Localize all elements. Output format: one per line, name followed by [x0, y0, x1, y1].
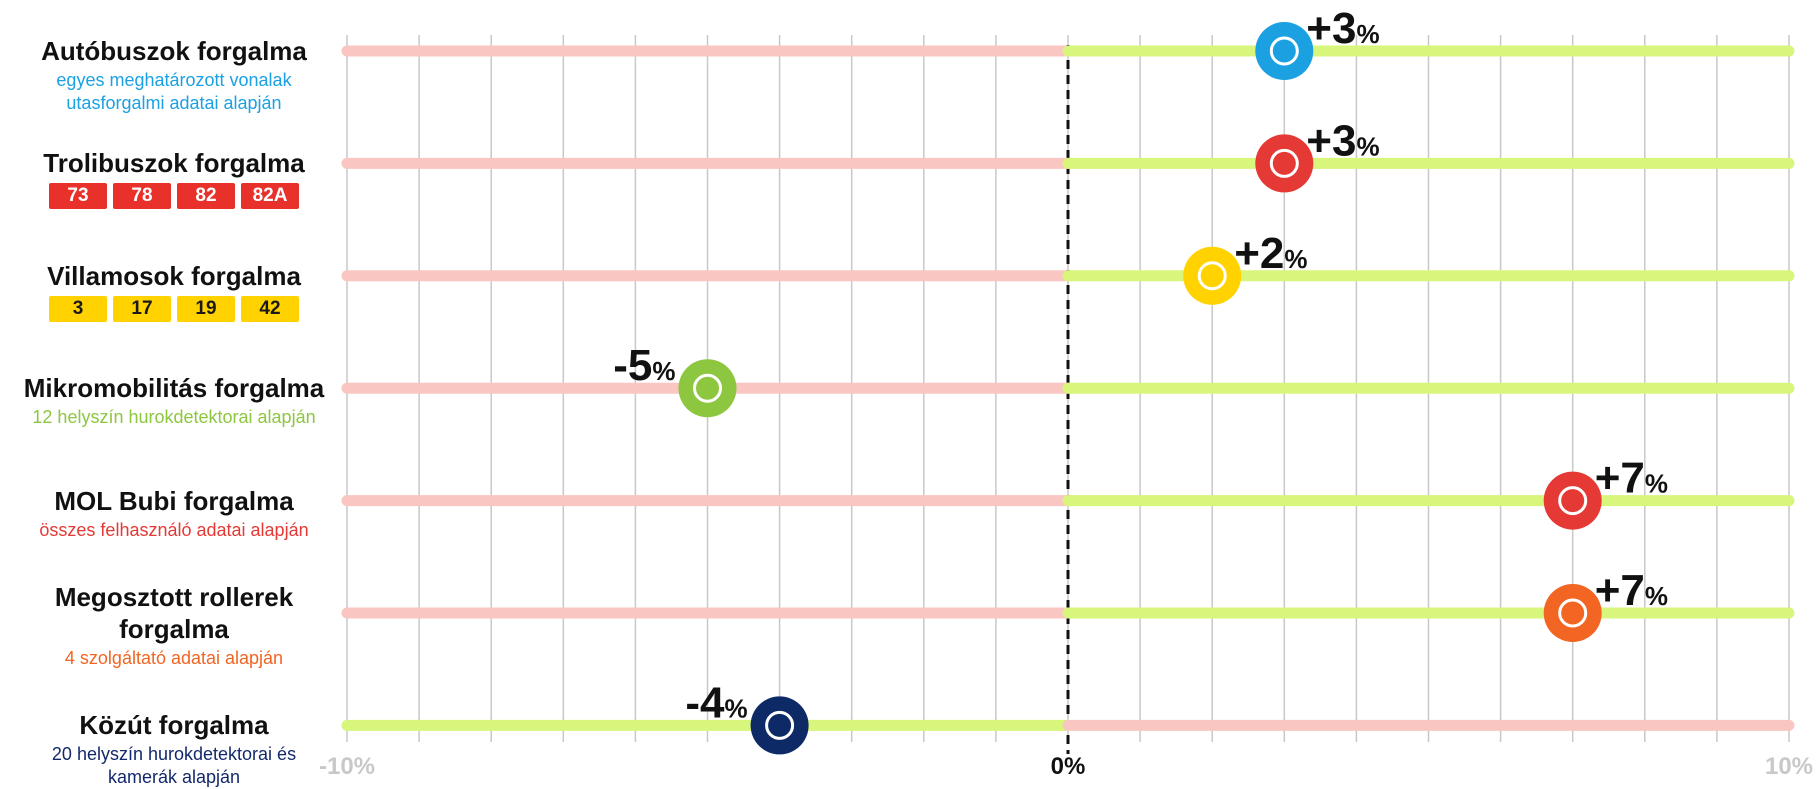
value-number: +7: [1595, 566, 1645, 615]
row-title: MOL Bubi forgalma: [54, 485, 294, 516]
marker: [1255, 22, 1314, 80]
route-badge: 19: [177, 295, 235, 322]
route-badge: 17: [113, 295, 171, 322]
marker-icon: [1197, 261, 1227, 291]
row-title: Autóbuszok forgalma: [41, 36, 307, 66]
row-title: Megosztott rollerek forgalma: [54, 582, 294, 644]
route-badge: 78: [113, 183, 171, 210]
row-subtitle: összes felhasználó adatai alapján: [39, 519, 309, 540]
row-title: Mikromobilitás forgalma: [23, 373, 325, 404]
marker: [750, 696, 809, 755]
marker-icon: [1558, 486, 1588, 516]
route-badges: 73 78 82 82A: [0, 183, 348, 210]
route-badge: 42: [241, 295, 299, 322]
marker: [678, 359, 737, 418]
row-label: Villamosok forgalma 3 17 19 42: [0, 260, 348, 322]
value-unit: %: [1284, 244, 1307, 274]
value-unit: %: [652, 356, 675, 386]
row-label: MOL Bubi forgalma összes felhasználó adat…: [0, 485, 348, 542]
value-number: +2: [1234, 229, 1284, 278]
value-label: +3%: [1306, 116, 1379, 165]
x-tick-label: 10%: [1765, 753, 1813, 780]
marker-icon: [1269, 36, 1299, 66]
value-number: -4: [685, 678, 725, 727]
row-label: Trolibuszok forgalma 73 78 82 82A: [0, 147, 348, 210]
route-badge: 82A: [241, 183, 299, 210]
marker-icon: [1558, 598, 1588, 628]
row-label: Közút forgalma 20 helyszín hurokdetektora…: [0, 709, 348, 789]
value-label: +7%: [1595, 566, 1668, 615]
value-unit: %: [1356, 19, 1379, 49]
row-subtitle: egyes meghatározott vonalak utasforgalmi…: [56, 70, 292, 113]
row-title: Trolibuszok forgalma: [43, 148, 305, 179]
row-label: Megosztott rollerek forgalma 4 szolgáltat…: [0, 581, 348, 670]
value-unit: %: [1645, 581, 1668, 611]
value-unit: %: [724, 693, 747, 723]
route-badges: 3 17 19 42: [0, 295, 348, 322]
value-number: +3: [1306, 4, 1356, 53]
marker-icon: [1269, 148, 1299, 178]
x-tick-label: 0%: [1051, 753, 1086, 780]
marker: [1543, 584, 1602, 642]
marker: [1543, 471, 1602, 530]
value-label: +2%: [1234, 229, 1307, 278]
value-label: -5%: [613, 341, 675, 390]
route-badge: 82: [177, 183, 235, 210]
row-label: Autóbuszok forgalma egyes meghatározott v…: [0, 35, 348, 115]
value-unit: %: [1645, 469, 1668, 499]
marker: [1255, 134, 1314, 193]
value-number: -5: [613, 341, 652, 390]
row-title: Közút forgalma: [79, 710, 269, 741]
value-unit: %: [1356, 131, 1379, 161]
row-subtitle: 12 helyszín hurokdetektorai alapján: [32, 407, 316, 428]
x-tick-label: -10%: [319, 753, 375, 780]
row-title: Villamosok forgalma: [47, 260, 301, 291]
marker: [1183, 246, 1242, 305]
row-subtitle: 4 szolgáltató adatai alapján: [64, 648, 284, 668]
value-label: +3%: [1306, 4, 1379, 53]
value-label: -4%: [685, 678, 747, 727]
value-label: +7%: [1595, 454, 1668, 503]
marker-icon: [765, 710, 795, 740]
row-label: Mikromobilitás forgalma 12 helyszín hurok…: [0, 372, 348, 429]
route-badge: 73: [49, 183, 107, 210]
value-number: +3: [1306, 116, 1356, 165]
row-subtitle: 20 helyszín hurokdetektorai és kamerák a…: [51, 744, 297, 788]
value-number: +7: [1595, 454, 1645, 503]
marker-icon: [693, 373, 722, 403]
route-badge: 3: [49, 295, 107, 322]
